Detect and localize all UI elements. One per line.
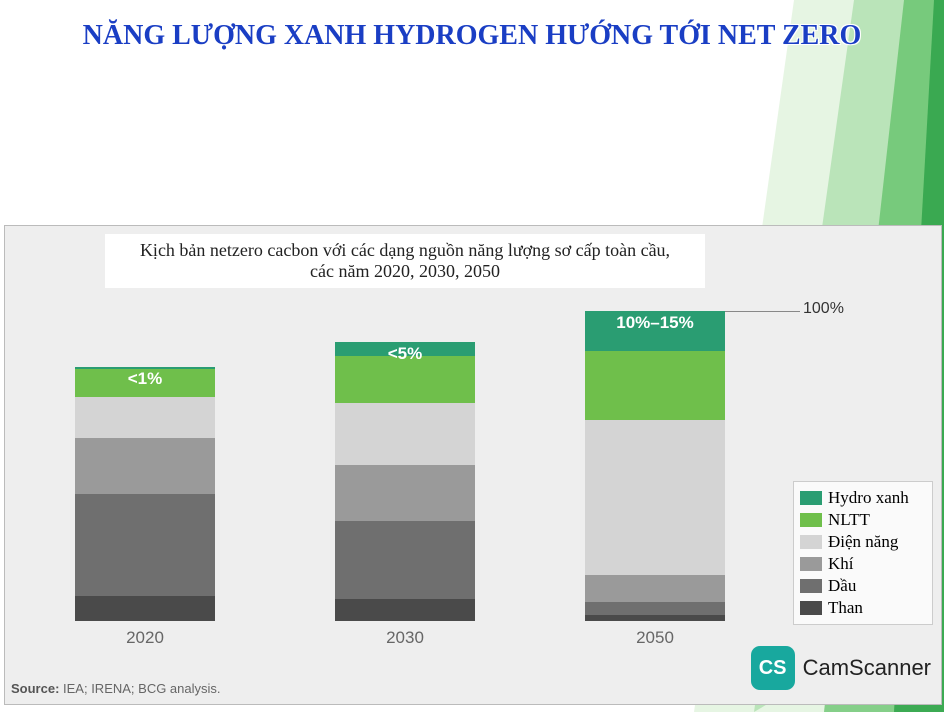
legend-label-dau: Dầu — [828, 576, 856, 596]
legend-label-hydro_xanh: Hydro xanh — [828, 488, 909, 508]
legend-item-nltt: NLTT — [800, 510, 926, 530]
bar-annotation-2030: <5% — [335, 344, 475, 364]
y-100-label: 100% — [803, 300, 844, 318]
x-label-2030: 2030 — [335, 628, 475, 648]
bar-annotation-2020: <1% — [75, 369, 215, 389]
legend-label-than: Than — [828, 598, 863, 618]
source-prefix: Source: — [11, 681, 59, 696]
legend-item-than: Than — [800, 598, 926, 618]
legend-swatch-dien_nang — [800, 535, 822, 549]
legend-swatch-nltt — [800, 513, 822, 527]
segment-khi — [335, 465, 475, 521]
camscanner-label: CamScanner — [803, 655, 931, 681]
chart-title-line2: các năm 2020, 2030, 2050 — [310, 261, 500, 281]
x-label-2020: 2020 — [75, 628, 215, 648]
segment-khi — [585, 575, 725, 603]
legend-item-hydro_xanh: Hydro xanh — [800, 488, 926, 508]
segment-dau — [75, 494, 215, 596]
segment-than — [585, 615, 725, 621]
source-body: IEA; IRENA; BCG analysis. — [59, 681, 220, 696]
bar-annotation-2050: 10%–15% — [585, 313, 725, 333]
slide-title: NĂNG LƯỢNG XANH HYDROGEN HƯỚNG TỚI NET Z… — [20, 20, 924, 52]
source-citation: Source: IEA; IRENA; BCG analysis. — [11, 681, 221, 696]
x-axis-labels: 2020 2030 2050 — [65, 628, 785, 652]
camscanner-watermark: CS CamScanner — [751, 646, 931, 690]
segment-dien_nang — [585, 420, 725, 575]
legend-label-khi: Khí — [828, 554, 854, 574]
segment-dien_nang — [335, 403, 475, 464]
segment-dien_nang — [75, 397, 215, 438]
camscanner-logo-icon: CS — [751, 646, 795, 690]
legend-swatch-khi — [800, 557, 822, 571]
x-label-2050: 2050 — [585, 628, 725, 648]
bar-2020: <1% — [75, 367, 215, 621]
legend-label-dien_nang: Điện năng — [828, 532, 898, 552]
segment-khi — [75, 438, 215, 494]
bar-2030: <5% — [335, 342, 475, 621]
legend-item-khi: Khí — [800, 554, 926, 574]
chart-plot-area: <1% <5% 10%–15% — [65, 311, 785, 621]
legend-item-dau: Dầu — [800, 576, 926, 596]
legend-label-nltt: NLTT — [828, 510, 870, 530]
segment-than — [335, 599, 475, 621]
segment-than — [75, 596, 215, 621]
chart-title: Kịch bản netzero cacbon với các dạng ngu… — [105, 234, 705, 288]
segment-dau — [585, 602, 725, 614]
bar-2050: 10%–15% — [585, 311, 725, 621]
legend-swatch-than — [800, 601, 822, 615]
segment-nltt — [585, 351, 725, 419]
chart-container: Kịch bản netzero cacbon với các dạng ngu… — [4, 225, 942, 705]
legend-swatch-hydro_xanh — [800, 491, 822, 505]
legend-item-dien_nang: Điện năng — [800, 532, 926, 552]
segment-dau — [335, 521, 475, 599]
legend-swatch-dau — [800, 579, 822, 593]
chart-title-line1: Kịch bản netzero cacbon với các dạng ngu… — [140, 240, 670, 260]
legend: Hydro xanhNLTTĐiện năngKhíDầuThan — [793, 481, 933, 625]
